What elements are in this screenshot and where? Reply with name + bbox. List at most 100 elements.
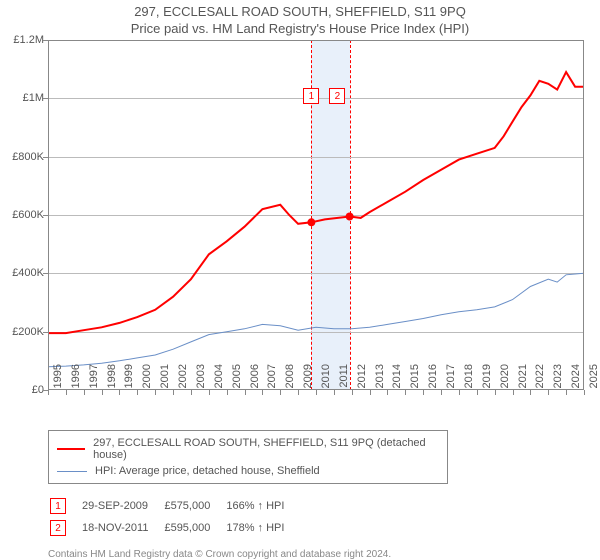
x-tick-mark xyxy=(66,390,67,395)
x-tick-mark xyxy=(441,390,442,395)
x-tick-label: 1999 xyxy=(123,364,135,394)
x-tick-label: 2023 xyxy=(552,364,564,394)
y-tick-label: £400K xyxy=(0,267,44,279)
page-title: 297, ECCLESALL ROAD SOUTH, SHEFFIELD, S1… xyxy=(0,0,600,19)
x-tick-mark xyxy=(48,390,49,395)
y-tick-mark xyxy=(43,332,48,333)
sale-badge: 2 xyxy=(50,520,66,536)
y-tick-mark xyxy=(43,215,48,216)
x-tick-mark xyxy=(84,390,85,395)
x-tick-mark xyxy=(387,390,388,395)
x-tick-label: 2008 xyxy=(284,364,296,394)
y-tick-label: £600K xyxy=(0,209,44,221)
x-tick-mark xyxy=(137,390,138,395)
x-tick-label: 2001 xyxy=(159,364,171,394)
x-tick-mark xyxy=(495,390,496,395)
chart-area: £0£200K£400K£600K£800K£1M£1.2M 199519961… xyxy=(48,40,584,390)
x-tick-label: 2017 xyxy=(445,364,457,394)
x-tick-label: 2024 xyxy=(570,364,582,394)
y-tick-label: £800K xyxy=(0,151,44,163)
x-tick-mark xyxy=(173,390,174,395)
sale-vs-hpi: 166% ↑ HPI xyxy=(226,496,298,516)
sales-table: 1 29-SEP-2009£575,000166% ↑ HPI 2 18-NOV-20… xyxy=(48,494,300,540)
x-tick-label: 2022 xyxy=(534,364,546,394)
y-tick-mark xyxy=(43,273,48,274)
y-tick-mark xyxy=(43,157,48,158)
x-tick-label: 2011 xyxy=(338,364,350,394)
x-tick-mark xyxy=(459,390,460,395)
footer-line-1: Contains HM Land Registry data © Crown c… xyxy=(48,548,600,560)
legend: 297, ECCLESALL ROAD SOUTH, SHEFFIELD, S1… xyxy=(48,430,448,484)
x-tick-label: 2010 xyxy=(320,364,332,394)
x-tick-mark xyxy=(102,390,103,395)
x-tick-label: 2000 xyxy=(141,364,153,394)
x-tick-mark xyxy=(334,390,335,395)
x-tick-label: 2020 xyxy=(499,364,511,394)
legend-item: 297, ECCLESALL ROAD SOUTH, SHEFFIELD, S1… xyxy=(57,435,439,463)
y-tick-label: £1M xyxy=(0,92,44,104)
x-tick-label: 1995 xyxy=(52,364,64,394)
legend-label: HPI: Average price, detached house, Shef… xyxy=(95,465,320,477)
x-tick-mark xyxy=(530,390,531,395)
legend-swatch xyxy=(57,448,85,450)
y-tick-label: £0 xyxy=(0,384,44,396)
page-subtitle: Price paid vs. HM Land Registry's House … xyxy=(0,19,600,40)
x-tick-mark xyxy=(155,390,156,395)
x-tick-label: 2013 xyxy=(374,364,386,394)
x-tick-label: 2021 xyxy=(517,364,529,394)
x-tick-mark xyxy=(209,390,210,395)
marker-badge: 2 xyxy=(329,88,345,104)
x-tick-label: 2007 xyxy=(266,364,278,394)
x-tick-mark xyxy=(119,390,120,395)
x-tick-mark xyxy=(245,390,246,395)
y-tick-label: £1.2M xyxy=(0,34,44,46)
x-tick-label: 1998 xyxy=(106,364,118,394)
x-tick-label: 2005 xyxy=(231,364,243,394)
x-tick-label: 2025 xyxy=(588,364,600,394)
x-tick-mark xyxy=(352,390,353,395)
x-tick-mark xyxy=(262,390,263,395)
marker-badge: 1 xyxy=(303,88,319,104)
x-tick-label: 2004 xyxy=(213,364,225,394)
sale-row: 218-NOV-2011£595,000178% ↑ HPI xyxy=(50,518,298,538)
x-tick-mark xyxy=(513,390,514,395)
x-tick-mark xyxy=(227,390,228,395)
x-tick-mark xyxy=(370,390,371,395)
legend-label: 297, ECCLESALL ROAD SOUTH, SHEFFIELD, S1… xyxy=(93,437,439,461)
x-tick-label: 2002 xyxy=(177,364,189,394)
sale-badge-cell: 2 xyxy=(50,518,80,538)
x-tick-label: 2012 xyxy=(356,364,368,394)
x-tick-label: 2003 xyxy=(195,364,207,394)
y-tick-mark xyxy=(43,98,48,99)
legend-item: HPI: Average price, detached house, Shef… xyxy=(57,463,439,479)
x-tick-mark xyxy=(405,390,406,395)
x-tick-label: 2015 xyxy=(409,364,421,394)
x-tick-label: 1996 xyxy=(70,364,82,394)
sale-date: 18-NOV-2011 xyxy=(82,518,162,538)
x-tick-label: 2014 xyxy=(391,364,403,394)
x-tick-mark xyxy=(316,390,317,395)
x-tick-mark xyxy=(423,390,424,395)
sale-date: 29-SEP-2009 xyxy=(82,496,162,516)
sale-badge-cell: 1 xyxy=(50,496,80,516)
marker-badges: 12 xyxy=(303,88,345,104)
sale-price: £595,000 xyxy=(164,518,224,538)
x-tick-label: 2016 xyxy=(427,364,439,394)
sale-badge: 1 xyxy=(50,498,66,514)
x-tick-mark xyxy=(191,390,192,395)
x-tick-mark xyxy=(280,390,281,395)
x-tick-label: 2019 xyxy=(481,364,493,394)
y-tick-label: £200K xyxy=(0,326,44,338)
x-tick-mark xyxy=(477,390,478,395)
x-tick-mark xyxy=(566,390,567,395)
x-tick-label: 1997 xyxy=(88,364,100,394)
x-tick-label: 2006 xyxy=(249,364,261,394)
x-tick-mark xyxy=(584,390,585,395)
legend-swatch xyxy=(57,471,87,472)
x-tick-mark xyxy=(548,390,549,395)
sale-price: £575,000 xyxy=(164,496,224,516)
footer: Contains HM Land Registry data © Crown c… xyxy=(48,548,600,560)
x-tick-label: 2009 xyxy=(302,364,314,394)
sale-row: 1 29-SEP-2009£575,000166% ↑ HPI xyxy=(50,496,298,516)
x-tick-label: 2018 xyxy=(463,364,475,394)
